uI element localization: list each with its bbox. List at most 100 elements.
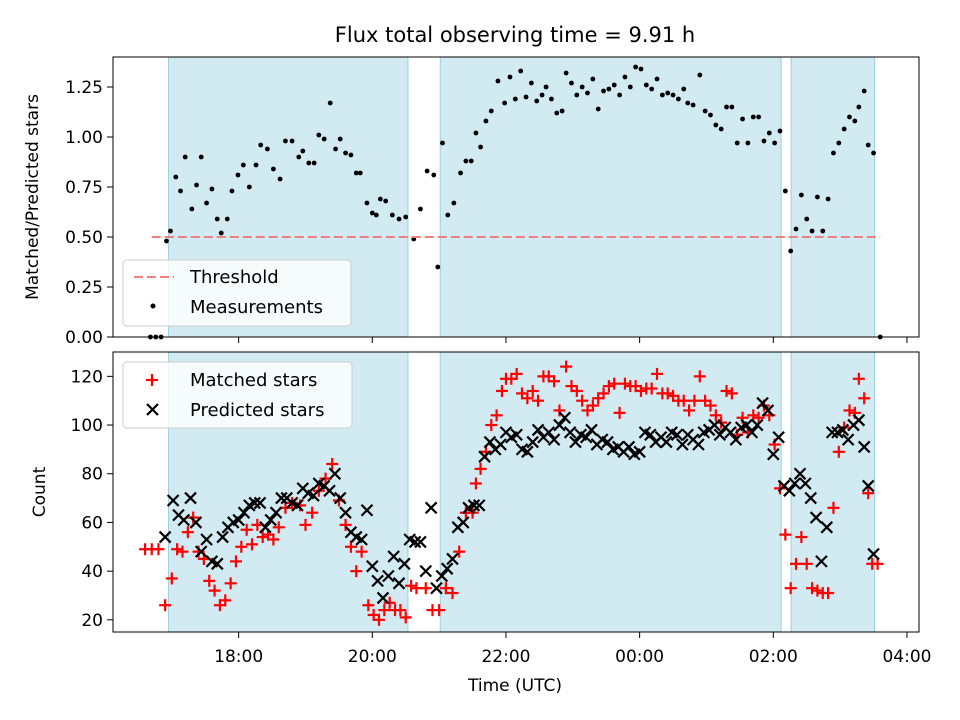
y-tick-label: 1.00 bbox=[65, 128, 103, 148]
predicted-star-point bbox=[585, 423, 598, 437]
matched-star-point bbox=[553, 404, 566, 417]
matched-star-point bbox=[251, 518, 264, 531]
matched-star-point bbox=[597, 387, 610, 400]
predicted-star-point bbox=[483, 435, 497, 449]
predicted-star-point bbox=[815, 555, 828, 568]
measurement-point bbox=[194, 182, 199, 188]
measurement-point bbox=[240, 162, 246, 168]
measurement-point bbox=[424, 168, 430, 174]
matched-star-point bbox=[526, 384, 539, 397]
predicted-star-point bbox=[861, 479, 875, 493]
predicted-star-point bbox=[259, 521, 272, 534]
measurement-point bbox=[473, 130, 479, 136]
matched-star-point bbox=[350, 565, 363, 578]
predicted-star-point bbox=[366, 559, 379, 573]
measurement-point bbox=[676, 96, 681, 102]
observing-window-2 bbox=[791, 57, 875, 337]
predicted-star-point bbox=[692, 438, 705, 451]
matched-star-point bbox=[433, 604, 446, 617]
predicted-star-point bbox=[371, 574, 384, 588]
predicted-star-point bbox=[622, 440, 636, 454]
matched-legend-swatch bbox=[146, 374, 158, 386]
predicted-star-point bbox=[820, 521, 834, 534]
x-axis-label: Time (UTC) bbox=[467, 676, 562, 696]
matched-star-point bbox=[490, 409, 503, 422]
measurement-point bbox=[218, 230, 224, 236]
measurement-point bbox=[681, 86, 687, 92]
measurement-point bbox=[579, 84, 585, 90]
matched-star-point bbox=[704, 399, 717, 412]
measurement-point bbox=[670, 92, 676, 98]
measurement-point bbox=[364, 200, 370, 206]
bottom-x-axis: 18:00 20:00 22:00 00:00 02:00 04:00 bbox=[214, 632, 931, 667]
matched-star-point bbox=[256, 531, 269, 544]
measurement-point bbox=[283, 138, 288, 144]
bottom-legend-box bbox=[122, 361, 353, 429]
measurement-point bbox=[270, 166, 276, 172]
matched-star-point bbox=[645, 382, 658, 395]
matched-star-point bbox=[661, 387, 674, 400]
measurement-point bbox=[595, 106, 601, 112]
matched-star-point bbox=[795, 531, 808, 544]
predicted-star-point bbox=[772, 430, 785, 444]
measurements-legend-swatch bbox=[150, 303, 156, 309]
measurement-point bbox=[435, 264, 441, 270]
predicted-legend-swatch bbox=[146, 403, 159, 416]
measurement-point bbox=[761, 138, 767, 144]
predicted-legend-label: Predicted stars bbox=[190, 400, 324, 421]
measurement-point bbox=[495, 78, 501, 84]
predicted-star-point bbox=[424, 501, 438, 515]
predicted-star-point bbox=[194, 545, 208, 558]
predicted-star-point bbox=[761, 404, 775, 417]
matched-star-point bbox=[521, 392, 534, 405]
matched-star-point bbox=[469, 477, 482, 490]
predicted-star-point bbox=[323, 484, 336, 498]
matched-star-point bbox=[355, 545, 368, 558]
matched-star-point bbox=[267, 533, 280, 546]
measurement-point bbox=[502, 100, 508, 106]
measurement-point bbox=[861, 88, 867, 94]
measurement-point bbox=[488, 108, 494, 114]
matched-star-point bbox=[560, 360, 573, 373]
measurement-point bbox=[277, 176, 283, 182]
measurement-point bbox=[793, 226, 799, 232]
matched-star-point bbox=[344, 540, 357, 553]
measurement-point bbox=[198, 154, 204, 160]
predicted-star-point bbox=[430, 581, 443, 595]
measurement-point bbox=[559, 108, 565, 114]
measurement-point bbox=[178, 188, 183, 194]
measurement-point bbox=[173, 174, 179, 180]
matched-star-point bbox=[176, 545, 189, 558]
measurement-point bbox=[563, 70, 569, 76]
measurement-point bbox=[756, 114, 762, 120]
measurement-point bbox=[316, 132, 322, 138]
measurement-point bbox=[373, 212, 379, 218]
measurement-point bbox=[729, 104, 735, 110]
measurement-point bbox=[343, 150, 348, 156]
measurement-point bbox=[852, 118, 858, 124]
measurement-point bbox=[856, 104, 862, 110]
predicted-star-point bbox=[216, 530, 229, 544]
predicted-star-point bbox=[553, 418, 566, 432]
predicted-star-point bbox=[579, 430, 593, 444]
predicted-star-point bbox=[841, 433, 855, 446]
measurement-point bbox=[289, 138, 295, 144]
top-x-ticks bbox=[238, 337, 908, 343]
matched-star-point bbox=[752, 411, 765, 424]
matched-star-point bbox=[725, 387, 738, 400]
predicted-star-point bbox=[408, 535, 422, 549]
matched-star-point bbox=[800, 557, 813, 570]
measurement-point bbox=[369, 210, 375, 216]
predicted-star-point bbox=[867, 547, 880, 561]
predicted-star-point bbox=[799, 477, 812, 490]
measurement-point bbox=[820, 228, 826, 234]
measurement-point bbox=[847, 114, 852, 120]
predicted-star-point bbox=[510, 428, 523, 442]
matched-star-point bbox=[858, 392, 871, 405]
measurement-point bbox=[718, 126, 724, 132]
matched-star-point bbox=[608, 377, 621, 390]
chart-title: Flux total observing time = 9.91 h bbox=[335, 23, 695, 47]
measurement-point bbox=[654, 76, 660, 82]
measurements-series bbox=[148, 64, 883, 340]
predicted-star-point bbox=[328, 467, 342, 481]
